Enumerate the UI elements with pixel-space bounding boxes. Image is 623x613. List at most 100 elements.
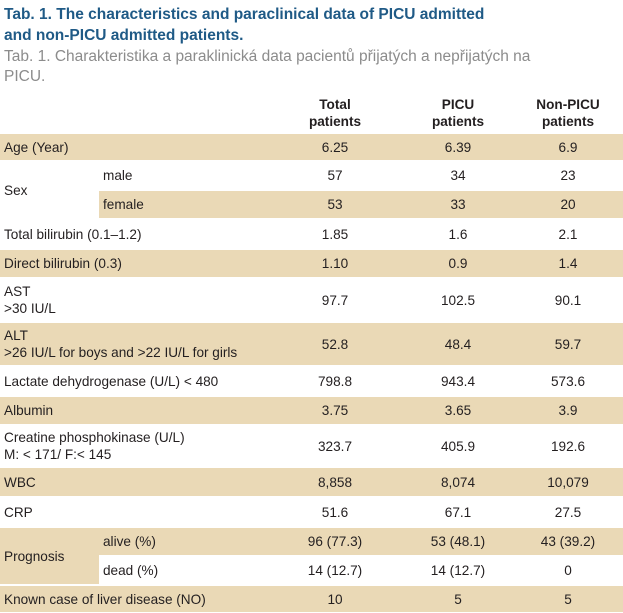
- row-sublabel-alive: alive (%): [99, 528, 267, 557]
- cell-picu: 943.4: [403, 367, 513, 397]
- cell-total: 6.25: [267, 134, 403, 162]
- cell-total: 51.6: [267, 498, 403, 528]
- row-label-sex: Sex: [0, 162, 99, 220]
- cell-total: 97.7: [267, 279, 403, 323]
- row-label-cpk: Creatine phosphokinase (U/L) M: < 171/ F…: [0, 426, 267, 468]
- row-label-alt: ALT >26 IU/L for boys and >22 IU/L for g…: [0, 323, 267, 367]
- row-label-cpk-line1: Creatine phosphokinase (U/L): [4, 430, 185, 445]
- cell-nonpicu: 59.7: [513, 323, 623, 367]
- header-nonpicu-line2: patients: [541, 114, 595, 129]
- table-row: Sex male 57 34 23: [0, 162, 623, 220]
- cell-picu: 14 (12.7): [403, 557, 513, 586]
- caption-czech: Tab. 1. Charakteristika a paraklinická d…: [4, 47, 619, 87]
- table-row: ALT >26 IU/L for boys and >22 IU/L for g…: [0, 323, 623, 367]
- table-caption: Tab. 1. The characteristics and paraclin…: [0, 0, 623, 87]
- header-nonpicu-line1: Non-PICU: [536, 97, 600, 112]
- row-label-ast-line2: >30 IU/L: [4, 301, 56, 316]
- row-sublabel-female: female: [99, 191, 267, 220]
- cell-nonpicu: 43 (39.2): [513, 528, 623, 557]
- cell-nonpicu: 23: [513, 162, 623, 191]
- cell-picu: 3.65: [403, 397, 513, 426]
- table-row: Known case of liver disease (NO) 10 5 5: [0, 586, 623, 612]
- cell-picu: 33: [403, 191, 513, 220]
- cell-total: 3.75: [267, 397, 403, 426]
- row-label-wbc: WBC: [0, 468, 267, 498]
- header-blank: [0, 92, 267, 134]
- cell-nonpicu: 192.6: [513, 426, 623, 468]
- row-sublabel-dead: dead (%): [99, 557, 267, 586]
- cell-picu: 102.5: [403, 279, 513, 323]
- header-total-line2: patients: [308, 114, 362, 129]
- cell-nonpicu: 27.5: [513, 498, 623, 528]
- cell-total: 8,858: [267, 468, 403, 498]
- caption-czech-line2: PICU.: [4, 68, 46, 85]
- cell-nonpicu: 10,079: [513, 468, 623, 498]
- cell-nonpicu: 2.1: [513, 220, 623, 250]
- row-label-ast-line1: AST: [4, 284, 31, 299]
- cell-total: 323.7: [267, 426, 403, 468]
- cell-nonpicu: 6.9: [513, 134, 623, 162]
- cell-picu: 8,074: [403, 468, 513, 498]
- header-nonpicu: Non-PICU patients: [513, 92, 623, 134]
- row-label-albumin: Albumin: [0, 397, 267, 426]
- cell-total: 14 (12.7): [267, 557, 403, 586]
- caption-english-line1: Tab. 1. The characteristics and paraclin…: [4, 6, 485, 23]
- cell-picu: 67.1: [403, 498, 513, 528]
- cell-total: 10: [327, 591, 343, 607]
- table-row: Creatine phosphokinase (U/L) M: < 171/ F…: [0, 426, 623, 468]
- table-row: Age (Year) 6.25 6.39 6.9: [0, 134, 623, 162]
- table-row: female 53 33 20: [0, 191, 623, 220]
- cell-picu: 53 (48.1): [403, 528, 513, 557]
- table-row: Direct bilirubin (0.3) 1.10 0.9 1.4: [0, 250, 623, 279]
- table-row: Prognosis alive (%) 96 (77.3) 53 (48.1) …: [0, 528, 623, 586]
- caption-english: Tab. 1. The characteristics and paraclin…: [4, 4, 619, 46]
- cell-total: 798.8: [267, 367, 403, 397]
- cell-nonpicu: 0: [513, 557, 623, 586]
- row-label-crp: CRP: [0, 498, 267, 528]
- header-picu-line2: patients: [431, 114, 485, 129]
- cell-picu: 48.4: [403, 323, 513, 367]
- cell-nonpicu: 5: [564, 591, 572, 607]
- row-sublabel-male: male: [99, 162, 267, 191]
- cell-nonpicu: 3.9: [513, 397, 623, 426]
- header-picu-line1: PICU: [441, 97, 475, 112]
- row-label-ast: AST >30 IU/L: [0, 279, 267, 323]
- header-picu: PICU patients: [403, 92, 513, 134]
- cell-total: 57: [267, 162, 403, 191]
- header-row: Total patients PICU patients Non-PICU pa…: [0, 92, 623, 134]
- cell-picu: 34: [403, 162, 513, 191]
- row-label-total-bilirubin: Total bilirubin (0.1–1.2): [0, 220, 267, 250]
- table-row: Albumin 3.75 3.65 3.9: [0, 397, 623, 426]
- table-row: WBC 8,858 8,074 10,079: [0, 468, 623, 498]
- caption-czech-line1: Tab. 1. Charakteristika a paraklinická d…: [4, 48, 531, 65]
- cell-nonpicu: 573.6: [513, 367, 623, 397]
- cell-picu: 6.39: [403, 134, 513, 162]
- row-label-age: Age (Year): [0, 134, 267, 162]
- row-label-liver-disease: Known case of liver disease (NO): [4, 591, 206, 607]
- header-total-line1: Total: [319, 97, 351, 112]
- row-label-cpk-line2: M: < 171/ F:< 145: [4, 447, 112, 462]
- cell-total: 53: [267, 191, 403, 220]
- cell-nonpicu: 20: [513, 191, 623, 220]
- table-row: AST >30 IU/L 97.7 102.5 90.1: [0, 279, 623, 323]
- table-row: CRP 51.6 67.1 27.5: [0, 498, 623, 528]
- characteristics-table: Total patients PICU patients Non-PICU pa…: [0, 92, 623, 612]
- table-row: Lactate dehydrogenase (U/L) < 480 798.8 …: [0, 367, 623, 397]
- cell-total: 1.85: [267, 220, 403, 250]
- cell-total: 96 (77.3): [267, 528, 403, 557]
- table-row: Total bilirubin (0.1–1.2) 1.85 1.6 2.1: [0, 220, 623, 250]
- row-label-ldh: Lactate dehydrogenase (U/L) < 480: [0, 367, 267, 397]
- cell-nonpicu: 1.4: [513, 250, 623, 279]
- header-total: Total patients: [267, 92, 403, 134]
- cell-picu: 0.9: [403, 250, 513, 279]
- row-label-direct-bilirubin: Direct bilirubin (0.3): [0, 250, 267, 279]
- cell-total: 1.10: [267, 250, 403, 279]
- caption-english-line2: and non-PICU admitted patients.: [4, 27, 244, 44]
- cell-picu: 405.9: [403, 426, 513, 468]
- cell-picu: 5: [454, 591, 462, 607]
- row-label-prognosis: Prognosis: [0, 528, 99, 586]
- cell-total: 52.8: [267, 323, 403, 367]
- row-label-alt-line1: ALT: [4, 328, 28, 343]
- cell-nonpicu: 90.1: [513, 279, 623, 323]
- row-label-alt-line2: >26 IU/L for boys and >22 IU/L for girls: [4, 345, 238, 360]
